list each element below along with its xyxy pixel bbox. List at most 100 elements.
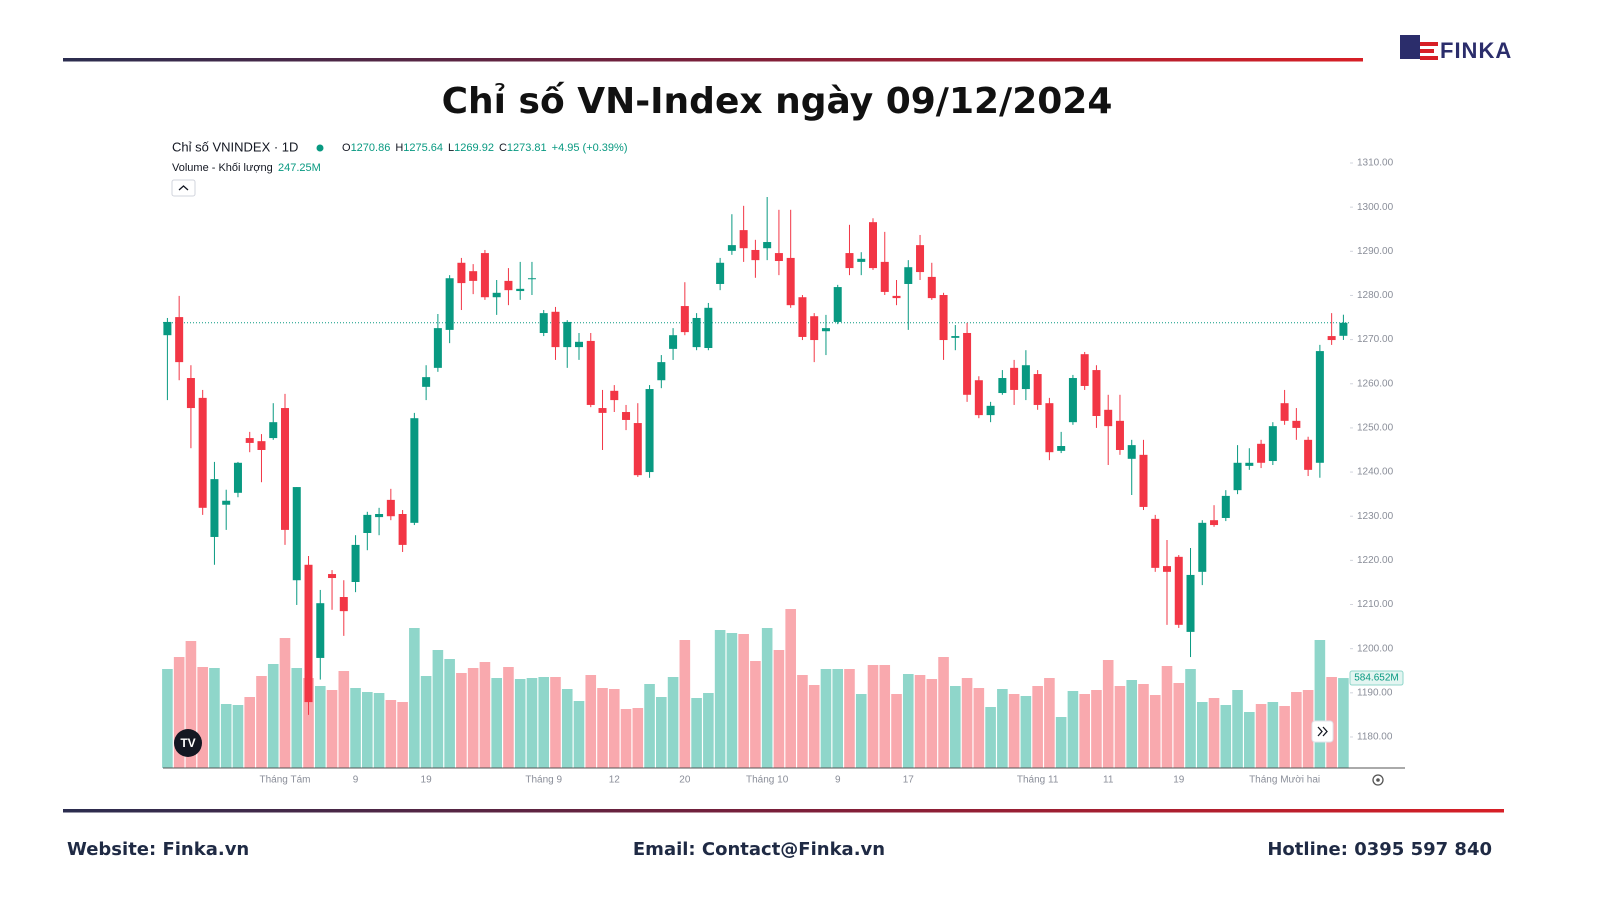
volume-bar: [350, 688, 361, 768]
candle-body: [1327, 336, 1336, 341]
candle-body: [492, 292, 501, 298]
ohlc-letter: C: [499, 142, 507, 154]
y-tick-label: 1300.00: [1357, 202, 1394, 213]
candle-body: [269, 422, 278, 439]
candle-body: [457, 262, 466, 284]
volume-bar: [938, 657, 949, 768]
volume-bar: [632, 708, 644, 768]
volume-bar: [820, 669, 832, 768]
candle-body: [739, 230, 748, 249]
candle-body: [1210, 520, 1219, 526]
volume-bar: [926, 679, 938, 768]
candle-body: [1068, 378, 1077, 423]
candle-body: [1268, 426, 1277, 462]
volume-bar: [1044, 678, 1055, 768]
volume-bar: [1338, 678, 1349, 768]
candle-body: [1186, 574, 1195, 632]
status-dot: [316, 144, 324, 152]
candle-body: [469, 271, 478, 281]
candle-body: [1115, 420, 1124, 450]
candle-body: [222, 500, 231, 505]
volume-bar: [1291, 692, 1302, 768]
candle-body: [186, 378, 195, 409]
candle-body: [622, 412, 631, 420]
candle-body: [845, 253, 854, 269]
candle-body: [916, 245, 925, 273]
volume-bar: [691, 698, 702, 768]
candle-body: [798, 297, 807, 337]
volume-bar: [844, 669, 855, 768]
volume-bar: [738, 634, 749, 768]
candle-body: [281, 408, 289, 530]
volume-bar: [491, 678, 502, 768]
volume-bar: [1244, 712, 1255, 768]
x-tick-label: 9: [835, 775, 841, 786]
volume-bar: [1196, 702, 1208, 768]
settings-button[interactable]: [1372, 774, 1384, 786]
ohlc-value: 1273.81: [507, 142, 547, 154]
candle-body: [704, 307, 713, 348]
candle-body: [598, 408, 607, 413]
candle-body: [292, 487, 301, 581]
volume-bar: [550, 677, 561, 768]
candle-body: [1092, 370, 1101, 416]
volume-bar: [291, 668, 303, 768]
candle-body: [1304, 439, 1313, 470]
volume-bar: [1114, 686, 1126, 768]
volume-legend-name: Volume - Khối lượng: [172, 162, 273, 174]
volume-bar: [656, 697, 667, 768]
symbol-label: Chỉ số VNINDEX · 1D: [172, 139, 298, 154]
change-label: +4.95 (+0.39%): [552, 142, 628, 154]
volume-bar: [1102, 660, 1114, 768]
candle-body: [810, 316, 819, 341]
volume-bar: [220, 704, 232, 768]
candle-body: [645, 389, 654, 473]
svg-text:TV: TV: [180, 736, 195, 750]
candle-body: [1045, 403, 1054, 453]
volume-legend-value: 247.25M: [278, 162, 321, 174]
y-tick-label: 1250.00: [1357, 423, 1394, 434]
volume-bar: [902, 674, 914, 768]
x-tick-label: Tháng Tám: [260, 775, 311, 786]
volume-bar: [914, 675, 926, 768]
collapse-button[interactable]: [171, 179, 196, 197]
volume-bar: [585, 675, 597, 768]
volume-bar: [1267, 702, 1279, 768]
volume-bar: [785, 609, 796, 768]
x-tick-label: 20: [679, 775, 691, 786]
ohlc-letter: L: [448, 142, 454, 154]
volume-bar: [362, 692, 373, 768]
volume-bar: [209, 668, 220, 768]
scroll-button[interactable]: [1311, 720, 1334, 743]
candle-body: [751, 249, 760, 261]
candle-body: [833, 287, 842, 322]
volume-bar: [173, 657, 185, 768]
volume-bar: [879, 665, 891, 768]
candle-body: [210, 479, 219, 537]
y-tick-label: 1180.00: [1357, 732, 1393, 743]
candle-body: [1163, 566, 1171, 572]
ohlc-value: 1275.64: [403, 142, 443, 154]
candle-body: [445, 278, 454, 330]
candle-body: [257, 441, 266, 450]
volume-bar: [1161, 666, 1173, 768]
volume-bar: [1055, 717, 1067, 768]
volume-bar: [256, 676, 267, 768]
x-tick-label: Tháng 11: [1017, 775, 1059, 786]
candle-body: [610, 390, 619, 401]
candle-body: [316, 603, 325, 658]
volume-bar: [973, 688, 985, 768]
volume-bar: [703, 693, 714, 768]
ohlc-value: 1269.92: [454, 142, 494, 154]
candle-body: [1174, 556, 1183, 625]
volume-bar: [726, 633, 738, 768]
candle-body: [869, 222, 877, 269]
volume-bar: [985, 707, 996, 768]
candle-body: [1057, 446, 1066, 451]
candle-body: [1127, 445, 1136, 459]
x-tick-label: 11: [1103, 775, 1114, 786]
y-tick-label: 1200.00: [1357, 643, 1394, 654]
candle-body: [974, 380, 983, 416]
volume-bar: [1173, 683, 1185, 768]
x-tick-label: 9: [353, 775, 359, 786]
